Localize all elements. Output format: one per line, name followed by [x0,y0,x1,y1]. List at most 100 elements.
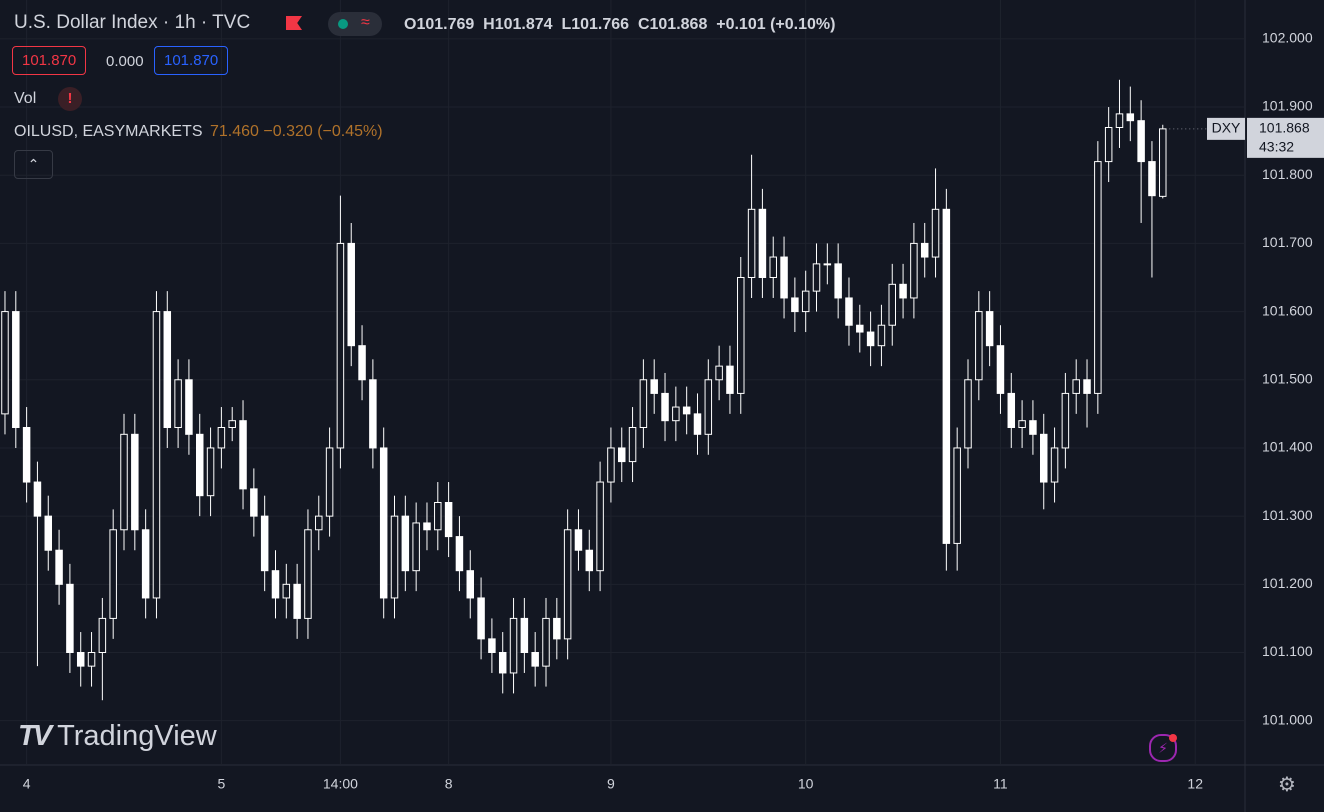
symbol-title[interactable]: U.S. Dollar Index · 1h · TVC [14,12,251,33]
ohlc-high: H101.874 [483,16,553,33]
y-tick-label: 101.100 [1262,643,1313,659]
settings-button[interactable]: ⚙ [1278,774,1296,796]
candle-body [737,277,745,394]
candle-body [1061,392,1070,449]
volume-label[interactable]: Vol [14,90,37,107]
candle-body [217,427,226,449]
candle-body [834,263,842,299]
candle-body [1094,161,1102,394]
candle-body [66,583,74,653]
candle-body [531,652,539,667]
candle-body [239,420,247,490]
candle-body [780,256,788,299]
price-tag-label: 101.868 [1259,120,1310,136]
y-tick-label: 102.000 [1262,30,1313,46]
candle-body [953,447,961,544]
candle-body [1018,420,1026,429]
candle-body [1050,447,1059,483]
buy-button[interactable]: 101.870 [154,46,229,75]
candle-body [22,427,31,483]
candle-body [304,529,312,619]
flag-icon[interactable] [286,16,302,30]
candle-body [758,208,767,278]
candle-body [542,617,550,667]
candle-body [174,379,182,429]
status-pill[interactable]: ≈ [328,12,382,36]
candle-body [856,324,864,333]
candle-body [455,536,464,572]
candle-body [1007,392,1016,428]
symbol-tag-label: DXY [1212,120,1241,136]
candle-body [899,283,907,299]
candle-body [325,447,334,517]
candle-body [477,597,485,640]
candle-body [141,529,150,599]
candle-body [87,652,96,667]
candle-body [931,208,940,258]
x-tick-label: 10 [798,776,814,792]
x-tick-label: 4 [23,776,31,792]
candle-body [120,433,128,531]
candle-body [845,297,853,326]
candle-body [639,379,648,429]
candle-body [1159,128,1167,197]
x-tick-label: 11 [993,776,1008,792]
candle-body [195,433,204,497]
logo-mark: TV [18,720,52,752]
x-tick-label: 9 [607,776,615,792]
x-tick-label: 14:00 [323,776,358,792]
candle-body [228,420,236,429]
candle-body [315,515,323,531]
candle-body [390,515,399,599]
candle-body [55,549,63,585]
ohlc-close: C101.868 [637,16,708,33]
x-tick-label: 12 [1187,776,1203,792]
candle-body [44,515,53,551]
candle-body [466,570,475,599]
candle-body [401,515,410,572]
candle-body [769,256,777,278]
candle-body [553,617,561,640]
lightning-button[interactable]: ⚡ [1149,734,1177,762]
candle-body [888,283,896,326]
candle-body [866,331,875,347]
delay-icon: ≈ [361,14,370,31]
notification-dot [1169,734,1177,742]
candle-body [574,529,583,551]
candle-body [131,433,139,531]
candle-body [509,617,518,674]
y-tick-label: 101.700 [1262,234,1313,250]
candle-body [704,379,713,435]
candle-body [812,263,821,292]
candle-body [1072,379,1080,394]
candle-body [791,297,799,313]
compare-symbol[interactable]: OILUSD, EASYMARKETS [14,123,203,140]
candle-body [661,392,669,422]
candle-body [1137,120,1145,163]
candle-body [693,413,702,435]
candle-body [282,583,291,599]
ohlc-change: +0.101 (+0.10%) [716,16,836,33]
candle-body [379,447,388,599]
candle-body [109,529,117,619]
candle-body [801,290,810,313]
candle-body [434,502,442,531]
candle-body [628,427,637,463]
logo-text: TradingView [57,720,217,752]
candle-body [358,345,366,381]
candle-body [920,242,929,258]
candle-body [412,522,420,572]
candle-body [520,617,529,654]
candle-body [672,406,680,422]
y-tick-label: 101.600 [1262,302,1313,318]
sell-button[interactable]: 101.870 [12,46,87,75]
candle-body [76,652,85,667]
y-tick-label: 101.500 [1262,370,1313,386]
volume-warning[interactable]: ! [58,87,82,111]
candle-body [1083,379,1091,394]
y-tick-label: 101.200 [1262,575,1313,591]
candle-body [498,652,507,674]
collapse-button[interactable]: ⌃ [14,150,53,179]
